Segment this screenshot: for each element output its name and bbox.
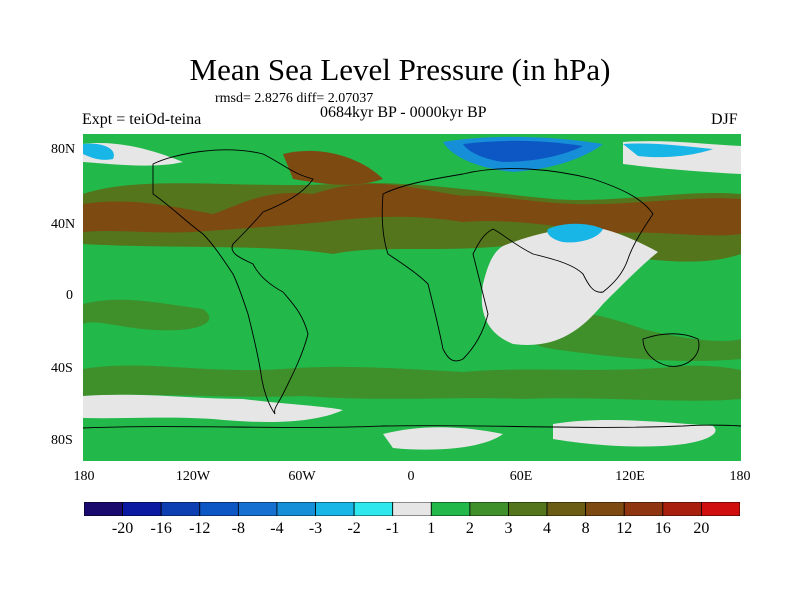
negative-arctic-west (83, 143, 114, 160)
colorbar-swatch (701, 502, 740, 516)
colorbar-swatch (353, 502, 394, 516)
colorbar-tick-label: 20 (693, 520, 710, 537)
colorbar-tick-label: 2 (465, 520, 474, 537)
colorbar-swatch (84, 502, 123, 516)
negative-siberia-core (463, 140, 583, 162)
lat-label-0: 0 (66, 288, 73, 303)
colorbar-swatch (623, 502, 664, 516)
colorbar-tick-label: -16 (150, 520, 172, 537)
lon-label-0: 0 (407, 469, 415, 484)
colorbar-swatch (160, 502, 201, 516)
colorbar-swatch (276, 502, 316, 516)
coastlines (83, 149, 741, 429)
period-label: 0684kyr BP - 0000kyr BP (320, 104, 487, 121)
colorbar-tick-label: 16 (654, 520, 671, 537)
lat-label-40n: 40N (51, 217, 76, 232)
lon-label-60e: 60E (509, 469, 533, 484)
colorbar-tick-label: -2 (347, 520, 361, 537)
near-zero-south-atlantic (83, 394, 343, 423)
colorbar-swatch (122, 502, 162, 516)
lon-label-120e: 120E (615, 469, 645, 484)
colorbar-swatch (469, 502, 509, 516)
colorbar-swatch (508, 502, 548, 516)
colorbar-tick-label: 1 (427, 520, 436, 537)
colorbar-swatch (315, 502, 355, 516)
colorbar-tick-label: 4 (543, 520, 552, 537)
colorbar-tick-label: -12 (189, 520, 211, 537)
positive-band-arctic (283, 150, 383, 185)
colorbar-tick-label: -8 (231, 520, 246, 537)
chart-title: Mean Sea Level Pressure (in hPa) (189, 52, 611, 87)
colorbar-swatch (662, 502, 702, 516)
colorbar-tick-label: -20 (111, 520, 134, 537)
positive-patch-south-pacific (83, 299, 210, 331)
colorbar-tick-label: 3 (504, 520, 513, 537)
lat-label-80s: 80S (51, 433, 73, 448)
season-label: DJF (711, 111, 738, 128)
colorbar-tick-label: 12 (616, 520, 633, 537)
experiment-label: Expt = teiOd-teina (82, 111, 202, 128)
lat-label-80n: 80N (51, 142, 76, 157)
colorbar-swatch (430, 502, 471, 516)
colorbar-swatch (237, 502, 278, 516)
colorbar-swatch (392, 502, 432, 516)
colorbar-tick-label: -3 (308, 520, 323, 537)
positive-band-north-core (83, 183, 741, 236)
colorbar-swatch (199, 502, 239, 516)
lon-label-60w: 60W (288, 469, 316, 484)
lon-label-180w: 180 (73, 469, 95, 484)
pressure-difference-map (83, 134, 741, 461)
colorbar-tick-label: -1 (386, 520, 400, 537)
negative-arctic-east (623, 143, 713, 158)
near-zero-southern-ocean (383, 427, 503, 450)
negative-tibet (547, 223, 603, 243)
positive-band-south (83, 365, 741, 401)
lon-label-120w: 120W (175, 469, 211, 484)
colorbar-swatch (546, 502, 587, 516)
lon-label-180e: 180 (729, 469, 751, 484)
colorbar-swatch (585, 502, 625, 516)
colorbar-tick-label: 8 (581, 520, 590, 537)
near-zero-indian-ocean (481, 227, 658, 345)
lat-label-40s: 40S (51, 361, 73, 376)
colorbar-tick-label: -4 (270, 520, 284, 537)
rmsd-diff-stats: rmsd= 2.8276 diff= 2.07037 (215, 91, 374, 106)
colorbar (84, 502, 740, 516)
